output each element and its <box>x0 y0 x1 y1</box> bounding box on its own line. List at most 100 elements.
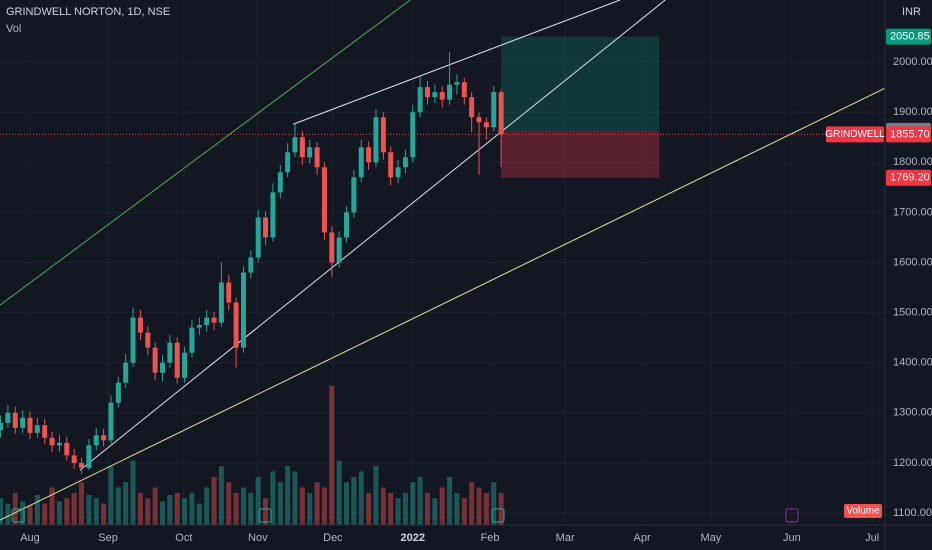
candle-body <box>196 325 202 328</box>
volume-bar <box>123 482 129 525</box>
volume-bar <box>336 460 342 525</box>
volume-bar <box>358 471 364 525</box>
price-label: 1769.20 <box>890 172 930 184</box>
volume-bar <box>71 492 77 525</box>
currency[interactable]: INR <box>902 6 921 18</box>
volume-bar <box>196 503 202 525</box>
volume-bar <box>211 476 217 525</box>
trendlines[interactable] <box>0 0 886 521</box>
y-tick-label: 1900.00 <box>893 106 932 118</box>
volume-bar <box>432 498 438 525</box>
volume-pane <box>0 385 504 525</box>
candle-body <box>366 147 372 163</box>
volume-bar <box>321 487 327 525</box>
candle-body <box>255 217 261 258</box>
x-tick-label: Feb <box>481 532 500 544</box>
symbol-label: GRINDWELL <box>825 129 885 140</box>
earnings-marker[interactable] <box>491 508 505 523</box>
volume-bar <box>344 482 350 525</box>
candle-body <box>27 417 33 433</box>
volume-bar <box>42 503 48 525</box>
loss-zone <box>501 130 660 178</box>
volume-bar <box>226 482 232 525</box>
candle-body <box>263 217 269 238</box>
candle-body <box>211 317 217 323</box>
candle-body <box>270 192 276 238</box>
candle-body <box>49 437 55 446</box>
volume-bar <box>240 487 246 525</box>
volume-bar <box>373 466 379 525</box>
candle-body <box>469 97 475 118</box>
x-tick-label: Apr <box>634 532 651 544</box>
trendline <box>0 87 886 521</box>
candle-body <box>476 117 482 123</box>
candle-body <box>108 402 114 441</box>
candle-body <box>167 342 173 363</box>
volume-bar <box>439 487 445 525</box>
candle-body <box>351 177 357 213</box>
axes: 1100.00 1200.00 1300.00 1400.00 1500.00 1600.… <box>20 28 932 544</box>
volume-bar <box>329 385 335 525</box>
volume-bar <box>263 498 269 525</box>
candle-body <box>86 445 92 468</box>
volume-indicator[interactable]: Vol <box>6 23 21 35</box>
candle-body <box>336 237 342 263</box>
candle-body <box>226 282 232 303</box>
profit-zone <box>501 36 660 131</box>
candle-body <box>64 442 70 456</box>
candle-body <box>218 282 224 323</box>
trendline <box>79 0 666 471</box>
candle-body <box>454 82 460 85</box>
candle-body <box>277 172 283 193</box>
volume-bar <box>86 495 92 525</box>
volume-bar <box>5 503 11 525</box>
y-tick-label: 1200.00 <box>893 457 932 469</box>
candle-body <box>321 167 327 233</box>
x-tick-label: Oct <box>175 532 192 544</box>
candle-body <box>137 317 143 333</box>
x-tick-label: Dec <box>323 532 343 544</box>
earnings-markers[interactable] <box>11 508 799 523</box>
volume-bar <box>145 498 151 525</box>
volume-bar <box>64 498 70 525</box>
volume-bar <box>366 492 372 525</box>
candle-body <box>189 327 195 353</box>
position-tool[interactable] <box>0 36 885 178</box>
candle-body <box>101 435 107 441</box>
earnings-marker[interactable] <box>785 508 799 523</box>
earnings-marker[interactable] <box>11 508 25 523</box>
chart-title: GRINDWELL NORTON, 1D, NSE <box>6 6 170 18</box>
x-tick-label: Mar <box>556 532 575 544</box>
volume-label: Volume <box>846 506 880 517</box>
candle-body <box>483 122 489 128</box>
candle-body <box>130 317 136 363</box>
candle-body <box>373 117 379 163</box>
candle-body <box>344 212 350 238</box>
earnings-marker[interactable] <box>258 508 272 523</box>
candle-body <box>447 84 453 100</box>
x-tick-label: Aug <box>20 532 40 544</box>
volume-bar <box>182 498 188 525</box>
candle-body <box>145 332 151 348</box>
candle-body <box>123 362 129 383</box>
candle-body <box>425 87 431 98</box>
candle-body <box>314 147 320 168</box>
volume-bar <box>483 492 489 525</box>
last-price-box <box>886 126 931 143</box>
candle-body <box>71 455 77 463</box>
candle-body <box>56 442 62 446</box>
price-label-box <box>886 28 931 45</box>
volume-bar <box>255 476 261 525</box>
candle-body <box>461 82 467 98</box>
volume-bar <box>130 460 136 525</box>
y-tick-label: 1500.00 <box>893 307 932 319</box>
volume-bar <box>0 498 4 525</box>
y-tick-label: 2000.00 <box>893 56 932 68</box>
candle-body <box>233 302 239 348</box>
candle-body <box>159 362 165 373</box>
candle-body <box>491 92 497 128</box>
candle-body <box>307 147 313 158</box>
candle-body <box>439 92 445 100</box>
y-tick-label: 1600.00 <box>893 256 932 268</box>
